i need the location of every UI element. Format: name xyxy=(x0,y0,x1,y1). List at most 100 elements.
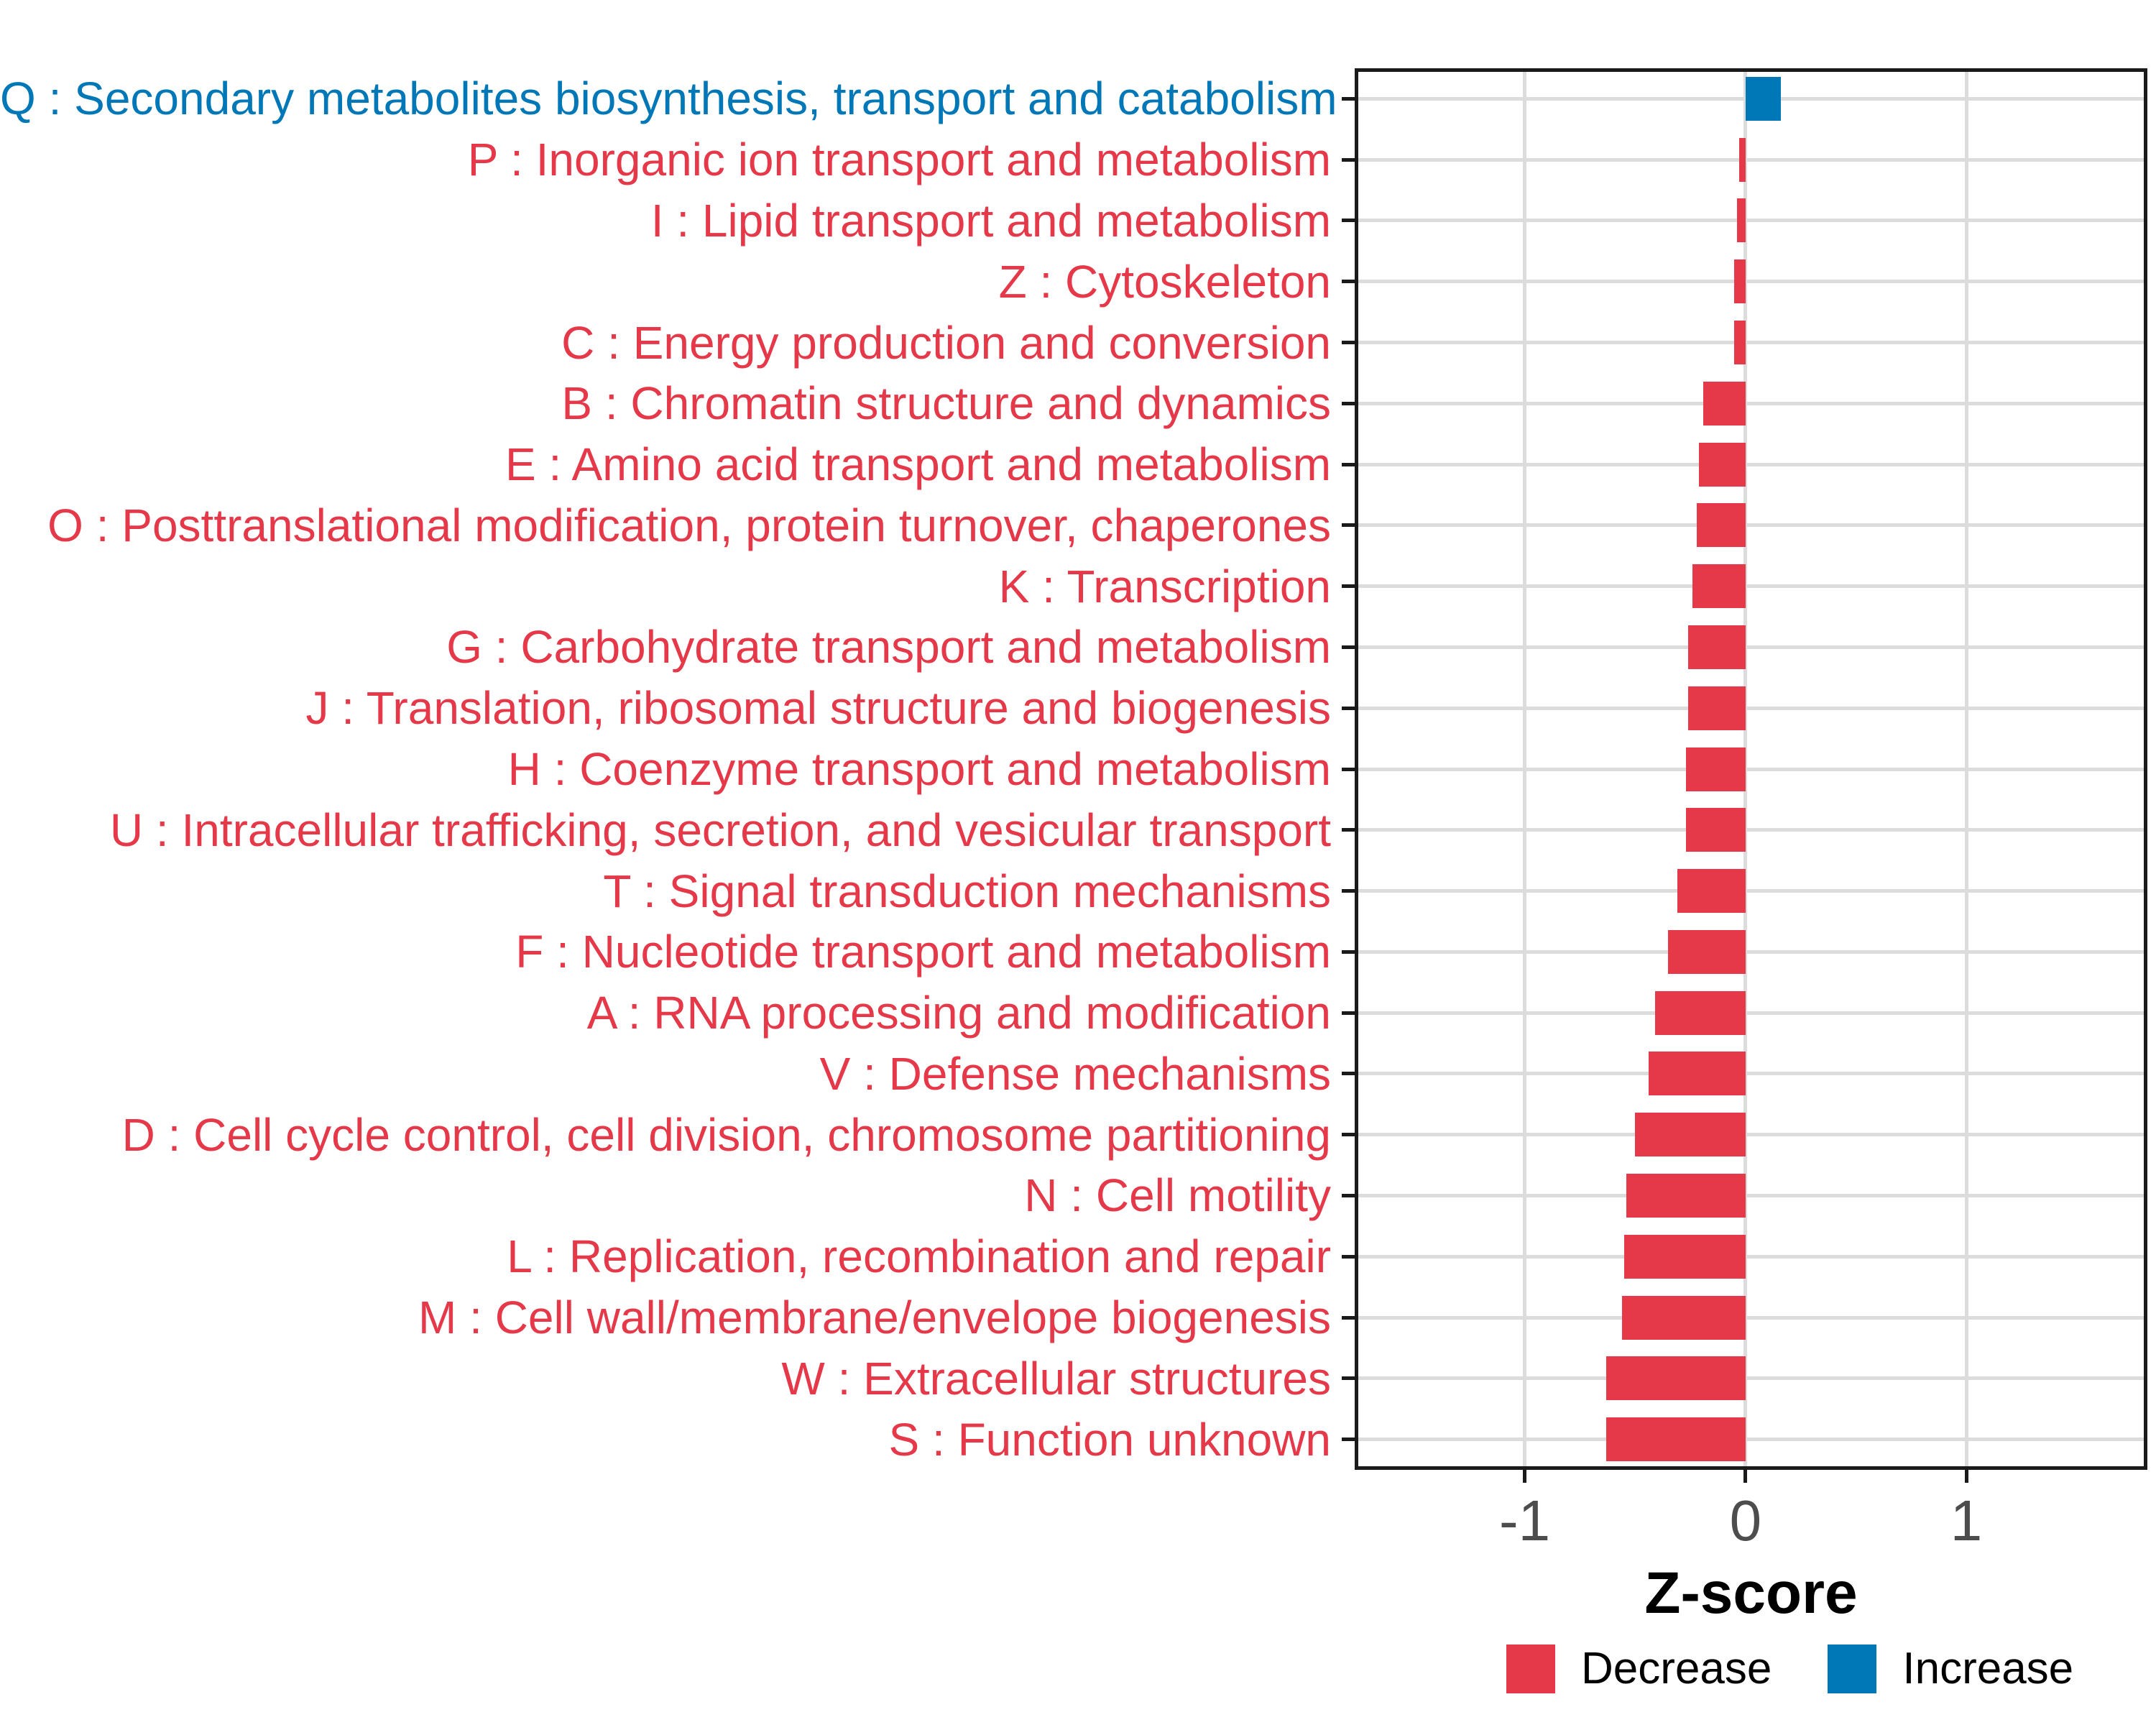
bar xyxy=(1623,1234,1746,1279)
y-tick-mark xyxy=(1342,1193,1355,1197)
bar xyxy=(1734,321,1746,365)
y-tick-mark xyxy=(1342,218,1355,223)
y-gridline xyxy=(1355,828,2147,832)
category-label: M : Cell wall/membrane/envelope biogenes… xyxy=(418,1292,1331,1344)
category-label: P : Inorganic ion transport and metaboli… xyxy=(467,134,1331,186)
y-tick-mark xyxy=(1342,1438,1355,1442)
bar xyxy=(1734,259,1746,304)
y-gridline xyxy=(1355,157,2147,162)
bar xyxy=(1668,929,1746,974)
category-label: T : Signal transduction mechanisms xyxy=(603,865,1331,917)
bar xyxy=(1677,869,1746,914)
category-label: U : Intracellular trafficking, secretion… xyxy=(109,804,1331,856)
bar xyxy=(1626,1173,1746,1218)
bar xyxy=(1621,1295,1746,1340)
bar xyxy=(1687,625,1746,669)
y-tick-mark xyxy=(1342,706,1355,710)
y-tick-mark xyxy=(1342,401,1355,405)
y-gridline xyxy=(1355,1072,2147,1076)
y-tick-mark xyxy=(1342,523,1355,528)
x-tick-mark xyxy=(1964,1470,1968,1483)
x-tick-label: 0 xyxy=(1729,1489,1762,1552)
y-tick-mark xyxy=(1342,584,1355,589)
y-gridline xyxy=(1355,341,2147,345)
legend-label-decrease: Decrease xyxy=(1581,1644,1772,1693)
y-tick-mark xyxy=(1342,1254,1355,1259)
y-gridline xyxy=(1355,1438,2147,1442)
bar xyxy=(1699,442,1746,487)
legend: Decrease Increase xyxy=(1506,1643,2073,1694)
y-gridline xyxy=(1355,1254,2147,1259)
category-label: V : Defense mechanisms xyxy=(819,1047,1331,1100)
category-label: J : Translation, ribosomal structure and… xyxy=(305,682,1332,735)
category-label: Q : Secondary metabolites biosynthesis, … xyxy=(0,73,1337,125)
category-label: N : Cell motility xyxy=(1024,1169,1331,1222)
legend-key-decrease xyxy=(1506,1644,1555,1693)
category-label: K : Transcription xyxy=(998,560,1331,612)
y-tick-mark xyxy=(1342,341,1355,345)
y-gridline xyxy=(1355,280,2147,284)
bar xyxy=(1685,747,1746,791)
y-gridline xyxy=(1355,1133,2147,1137)
category-label: C : Energy production and conversion xyxy=(561,316,1331,369)
y-tick-mark xyxy=(1342,767,1355,771)
y-tick-mark xyxy=(1342,1315,1355,1320)
x-tick-mark xyxy=(1743,1470,1748,1483)
bar xyxy=(1635,1113,1746,1157)
bar xyxy=(1606,1417,1746,1462)
y-gridline xyxy=(1355,462,2147,466)
category-label: I : Lipid transport and metabolism xyxy=(650,194,1331,247)
category-label: G : Carbohydrate transport and metabolis… xyxy=(446,621,1331,673)
y-tick-mark xyxy=(1342,1011,1355,1015)
bar xyxy=(1692,564,1746,609)
y-gridline xyxy=(1355,218,2147,223)
y-tick-mark xyxy=(1342,462,1355,466)
y-gridline xyxy=(1355,645,2147,649)
category-label: D : Cell cycle control, cell division, c… xyxy=(121,1108,1331,1161)
bar xyxy=(1738,137,1746,182)
category-label: A : RNA processing and modification xyxy=(586,987,1331,1039)
y-gridline xyxy=(1355,949,2147,954)
y-gridline xyxy=(1355,1376,2147,1381)
y-gridline xyxy=(1355,1193,2147,1197)
y-tick-mark xyxy=(1342,1376,1355,1381)
y-tick-mark xyxy=(1342,1133,1355,1137)
x-tick-label: -1 xyxy=(1498,1489,1551,1552)
x-axis-title: Z-score xyxy=(1644,1560,1858,1626)
y-gridline xyxy=(1355,889,2147,893)
y-tick-mark xyxy=(1342,280,1355,284)
x-tick-mark xyxy=(1523,1470,1527,1483)
category-label: B : Chromatin structure and dynamics xyxy=(561,377,1331,430)
y-tick-mark xyxy=(1342,96,1355,101)
category-label: F : Nucleotide transport and metabolism xyxy=(515,926,1331,978)
legend-key-increase xyxy=(1828,1644,1877,1693)
category-label: L : Replication, recombination and repai… xyxy=(507,1230,1331,1283)
y-gridline xyxy=(1355,1011,2147,1015)
y-gridline xyxy=(1355,767,2147,771)
bar xyxy=(1648,1052,1746,1096)
bar xyxy=(1654,990,1746,1035)
category-label: O : Posttranslational modification, prot… xyxy=(47,499,1331,551)
y-tick-mark xyxy=(1342,157,1355,162)
x-tick-label: 1 xyxy=(1950,1489,1983,1552)
y-tick-mark xyxy=(1342,645,1355,649)
category-label: Z : Cytoskeleton xyxy=(998,255,1331,308)
legend-label-increase: Increase xyxy=(1902,1644,2074,1693)
y-gridline xyxy=(1355,584,2147,589)
y-gridline xyxy=(1355,706,2147,710)
bar xyxy=(1606,1356,1746,1401)
y-tick-mark xyxy=(1342,949,1355,954)
category-label: S : Function unknown xyxy=(888,1413,1331,1466)
y-gridline xyxy=(1355,523,2147,528)
bar xyxy=(1703,381,1746,426)
category-label: H : Coenzyme transport and metabolism xyxy=(507,743,1331,795)
category-label: W : Extracellular structures xyxy=(781,1352,1331,1404)
bar xyxy=(1687,686,1746,730)
bar xyxy=(1736,198,1746,243)
bar xyxy=(1685,808,1746,852)
bar xyxy=(1745,76,1781,121)
category-label: E : Amino acid transport and metabolism xyxy=(505,438,1331,491)
y-gridline xyxy=(1355,401,2147,405)
y-gridline xyxy=(1355,1315,2147,1320)
